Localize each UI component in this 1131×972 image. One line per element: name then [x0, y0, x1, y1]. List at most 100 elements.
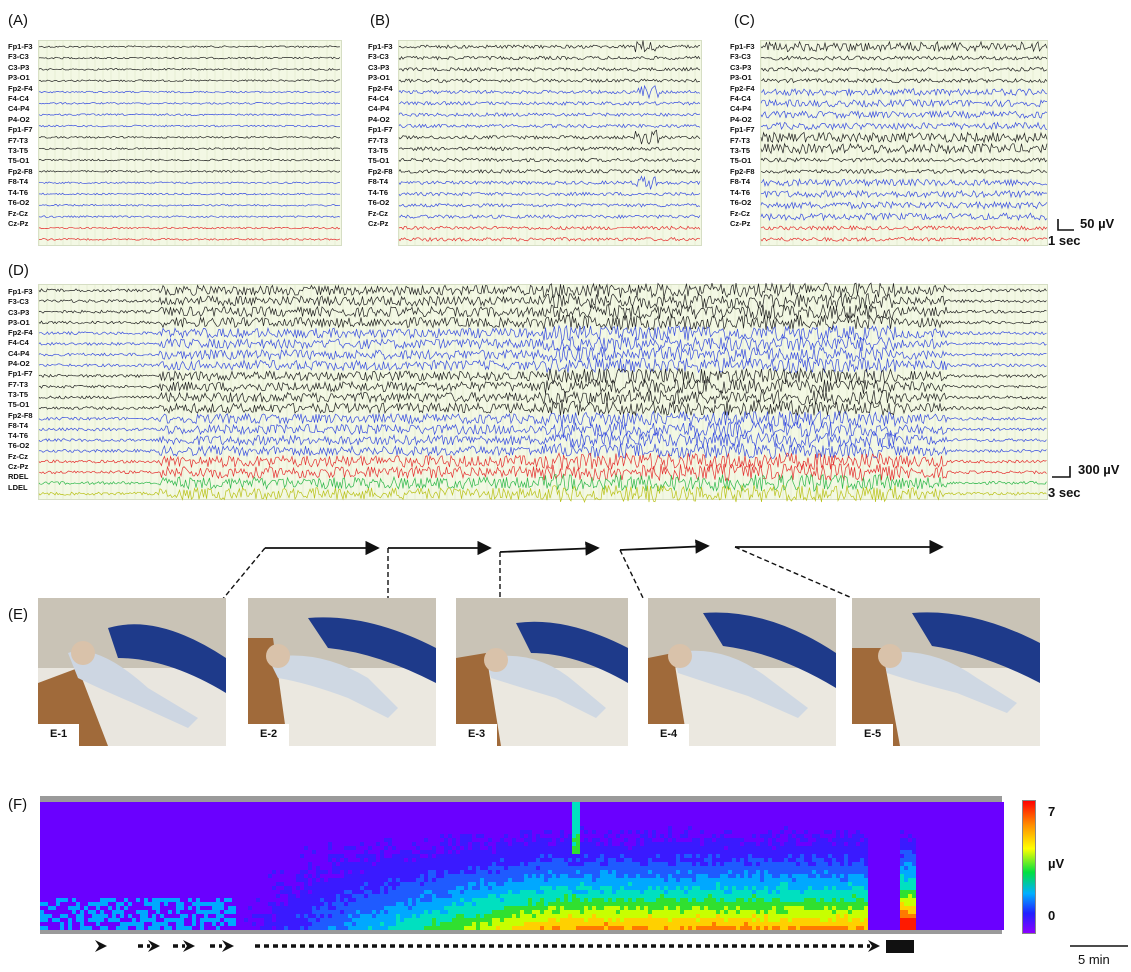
channel-label: Fp2-F8: [8, 166, 33, 176]
channel-label: Fp2-F8: [730, 166, 755, 176]
channel-label: P3-O1: [8, 317, 30, 327]
eeg-traces-c: [760, 40, 1048, 245]
eeg-trace: [760, 109, 1048, 120]
channel-label: F8-T4: [730, 177, 751, 187]
channel-label: Fp1-F3: [8, 287, 33, 296]
eeg-trace: [38, 345, 1047, 363]
channel-label: P3-O1: [8, 73, 30, 83]
colorbar-max: 7: [1048, 804, 1056, 819]
eeg-traces-b: [398, 40, 701, 245]
eeg-trace: [760, 40, 1048, 53]
eeg-trace: [398, 225, 701, 231]
channel-label: C4-P4: [730, 104, 752, 114]
eeg-trace: [760, 142, 1048, 155]
channel-label: F7-T3: [368, 135, 389, 145]
channel-label: F4-C4: [368, 94, 389, 104]
eeg-trace: [398, 78, 701, 84]
channel-label: Cz-Pz: [368, 218, 389, 228]
eeg-traces-d: [38, 282, 1047, 504]
eeg-trace: [760, 225, 1048, 231]
scale-time-abc: 1 sec: [1048, 233, 1081, 248]
channel-label: Cz-Pz: [8, 462, 29, 472]
channel-label: Cz-Pz: [8, 218, 29, 228]
eeg-trace: [38, 292, 1047, 310]
eeg-trace: [398, 100, 701, 106]
channel-label: Fp1-F3: [368, 42, 393, 51]
eeg-trace: [38, 357, 1047, 374]
arrowhead-marker: [95, 940, 107, 952]
eeg-trace: [398, 146, 701, 152]
eeg-trace: [38, 124, 340, 128]
eeg-panel-b: [398, 40, 702, 246]
channel-label: T6-O2: [730, 198, 752, 208]
channel-label: T3-T5: [730, 146, 751, 156]
eeg-panel-d: [38, 282, 1048, 504]
channel-label: T5-O1: [368, 156, 390, 166]
eeg-trace: [38, 442, 1047, 459]
channel-label: C3-P3: [8, 307, 30, 317]
channel-label: Fp1-F7: [730, 125, 755, 135]
channel-label: RDEL: [8, 472, 29, 482]
scale-bar-abc: [1057, 219, 1074, 231]
eeg-trace: [398, 55, 701, 61]
channel-label: F8-T4: [8, 177, 29, 187]
panel-f-label: (F): [8, 796, 28, 813]
eeg-trace: [760, 212, 1048, 222]
eeg-trace: [38, 147, 341, 150]
channel-label: Fp1-F7: [8, 369, 33, 379]
patient-illustration: [456, 598, 628, 746]
eeg-trace: [38, 462, 1047, 482]
scale-amplitude-abc: 50 µV: [1080, 216, 1115, 231]
channel-label: C3-P3: [730, 62, 752, 72]
channel-label: Fp2-F4: [730, 83, 755, 93]
eeg-trace: [760, 200, 1048, 210]
channel-label: F8-T4: [368, 177, 389, 187]
arrowhead-marker: [183, 940, 195, 952]
eeg-trace: [398, 236, 701, 242]
channel-list-d: Fp1-F3 F3-C3 C3-P3 P3-O1 Fp2-F4 F4-C4 C4-P4 P4-…: [8, 287, 33, 493]
eeg-trace: [38, 420, 1047, 438]
channel-label: F4-C4: [8, 338, 29, 348]
eeg-trace: [398, 112, 701, 118]
eeg-trace: [760, 168, 1048, 174]
channel-label: Fp1-F7: [8, 125, 33, 135]
eeg-trace: [760, 87, 1048, 97]
eeg-trace: [38, 56, 341, 60]
eeg-trace: [398, 175, 701, 190]
eeg-trace: [760, 121, 1048, 131]
eeg-trace: [38, 335, 1047, 353]
photo-label: E-3: [456, 724, 498, 746]
channel-label: Fp2-F8: [368, 166, 393, 176]
channel-label: T3-T5: [8, 146, 29, 156]
channel-label: Fp1-F3: [730, 42, 755, 51]
photo-label: E-4: [648, 724, 690, 746]
eeg-trace: [38, 215, 341, 219]
channel-label: F3-C3: [730, 52, 751, 62]
eeg-trace: [38, 113, 341, 117]
eeg-trace: [38, 410, 1047, 428]
channel-label: P4-O2: [730, 114, 752, 124]
channel-label: T5-O1: [8, 400, 30, 410]
eeg-trace: [38, 484, 1047, 504]
eeg-trace: [38, 378, 1047, 396]
photo-e5: E-5: [852, 598, 1040, 746]
photo-e1: E-1: [38, 598, 226, 746]
eeg-trace: [38, 452, 1047, 471]
channel-label: T4-T6: [8, 431, 29, 441]
eeg-trace: [760, 157, 1048, 163]
colorbar-unit: µV: [1048, 856, 1065, 871]
channel-label: P4-O2: [8, 359, 30, 369]
eeg-trace: [760, 66, 1048, 73]
timeline-arrows: [221, 539, 944, 601]
eeg-trace: [38, 367, 1047, 385]
patient-illustration: [852, 598, 1040, 746]
bar-marker: [886, 940, 914, 953]
eeg-trace: [38, 135, 341, 139]
eeg-trace: [38, 169, 341, 173]
eeg-trace: [398, 214, 701, 220]
scale-amplitude-d: 300 µV: [1078, 462, 1120, 477]
channel-label: Fp1-F7: [368, 125, 393, 135]
eeg-trace: [760, 131, 1048, 144]
eeg-traces-a: [38, 41, 341, 245]
eeg-trace: [760, 178, 1048, 188]
